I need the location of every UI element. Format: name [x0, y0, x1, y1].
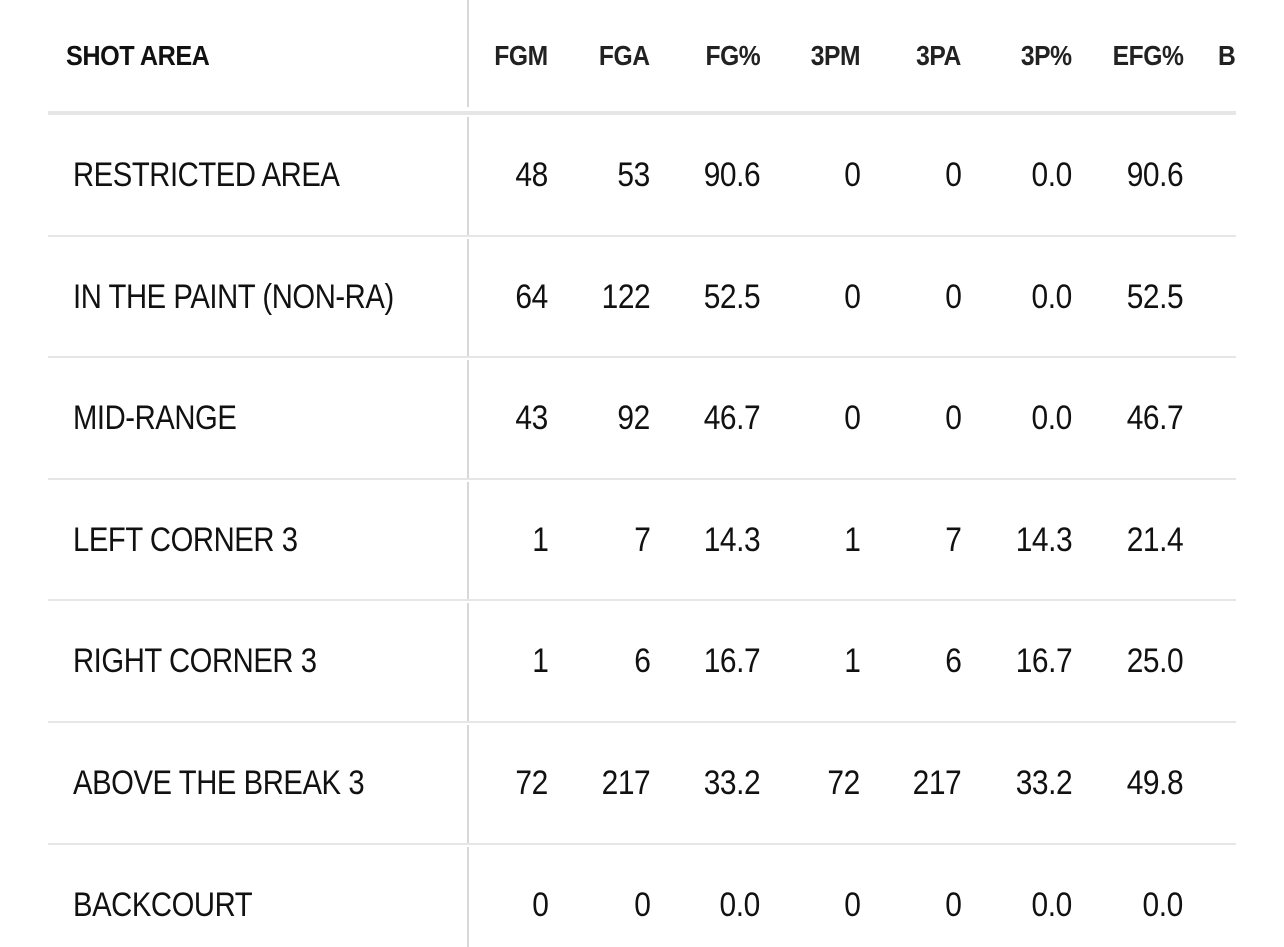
cell-fgm: 48 — [515, 155, 549, 194]
cell-3p-pct: 0.0 — [1031, 398, 1073, 437]
cell-efg-pct: 52.5 — [1126, 277, 1184, 316]
cell-fg-pct: 52.5 — [703, 277, 761, 316]
cell-3p-pct: 16.7 — [1015, 641, 1073, 680]
column-divider — [467, 239, 469, 357]
column-divider — [467, 847, 469, 947]
cell-3p-pct: 0.0 — [1031, 155, 1073, 194]
table-row: MID-RANGE 43 92 46.7 0 0 0.0 46.7 — [48, 356, 1236, 478]
cell-3pm: 1 — [843, 641, 861, 680]
shot-area-label: RIGHT CORNER 3 — [73, 641, 317, 680]
cell-fgm: 1 — [531, 520, 549, 559]
cell-3p-pct: 33.2 — [1015, 763, 1073, 802]
cell-3pa: 0 — [944, 277, 962, 316]
shot-area-label: MID-RANGE — [73, 398, 237, 437]
cell-3pa: 7 — [944, 520, 962, 559]
column-header-truncated[interactable]: B — [1218, 39, 1236, 71]
cell-fg-pct: 14.3 — [703, 520, 761, 559]
cell-fg-pct: 0.0 — [719, 885, 761, 924]
table-header-row: SHOT AREA FGM FGA FG% 3PM 3PA 3P% EFG% B — [48, 0, 1236, 113]
cell-fg-pct: 46.7 — [703, 398, 761, 437]
cell-efg-pct: 21.4 — [1126, 520, 1184, 559]
cell-3p-pct: 0.0 — [1031, 885, 1073, 924]
cell-3pm: 72 — [827, 763, 861, 802]
shot-area-table: SHOT AREA FGM FGA FG% 3PM 3PA 3P% EFG% B… — [48, 0, 1236, 947]
column-header-3pm[interactable]: 3PM — [810, 39, 861, 71]
column-header-fga[interactable]: FGA — [599, 39, 650, 71]
cell-fgm: 43 — [515, 398, 549, 437]
cell-3p-pct: 14.3 — [1015, 520, 1073, 559]
shot-area-label: IN THE PAINT (NON-RA) — [73, 277, 394, 316]
column-header-shot-area[interactable]: SHOT AREA — [66, 39, 210, 71]
cell-fga: 0 — [633, 885, 651, 924]
cell-fgm: 64 — [515, 277, 549, 316]
cell-fga: 122 — [601, 277, 650, 316]
cell-efg-pct: 25.0 — [1126, 641, 1184, 680]
table-row: ABOVE THE BREAK 3 72 217 33.2 72 217 33.2 49.8 — [48, 721, 1236, 843]
cell-fgm: 0 — [531, 885, 549, 924]
cell-efg-pct: 46.7 — [1126, 398, 1184, 437]
table-row: LEFT CORNER 3 1 7 14.3 1 7 14.3 21.4 — [48, 478, 1236, 600]
cell-3pm: 1 — [843, 520, 861, 559]
cell-3pm: 0 — [843, 277, 861, 316]
cell-3pa: 0 — [944, 885, 962, 924]
column-divider — [467, 360, 469, 478]
column-header-3p-pct[interactable]: 3P% — [1021, 39, 1072, 71]
cell-fg-pct: 33.2 — [703, 763, 761, 802]
shot-area-label: ABOVE THE BREAK 3 — [73, 763, 365, 802]
cell-fgm: 72 — [515, 763, 549, 802]
table-row: RIGHT CORNER 3 1 6 16.7 1 6 16.7 25.0 — [48, 599, 1236, 721]
table-row: BACKCOURT 0 0 0.0 0 0 0.0 0.0 — [48, 843, 1236, 947]
column-header-efg-pct[interactable]: EFG% — [1112, 39, 1183, 71]
table-row: RESTRICTED AREA 48 53 90.6 0 0 0.0 90.6 — [48, 113, 1236, 235]
shot-area-label: BACKCOURT — [73, 885, 253, 924]
shot-area-label: RESTRICTED AREA — [73, 155, 340, 194]
cell-efg-pct: 0.0 — [1142, 885, 1184, 924]
column-divider — [467, 725, 469, 843]
cell-fga: 217 — [601, 763, 650, 802]
cell-fgm: 1 — [531, 641, 549, 680]
column-header-fgm[interactable]: FGM — [494, 39, 549, 71]
column-divider — [467, 0, 469, 107]
column-header-3pa[interactable]: 3PA — [916, 39, 961, 71]
cell-3pa: 217 — [912, 763, 961, 802]
cell-3pm: 0 — [843, 398, 861, 437]
cell-fga: 92 — [617, 398, 651, 437]
column-divider — [467, 117, 469, 235]
column-divider — [467, 482, 469, 600]
cell-fga: 53 — [617, 155, 651, 194]
cell-3pa: 0 — [944, 155, 962, 194]
cell-3p-pct: 0.0 — [1031, 277, 1073, 316]
cell-fg-pct: 90.6 — [703, 155, 761, 194]
cell-3pa: 6 — [944, 641, 962, 680]
cell-efg-pct: 49.8 — [1126, 763, 1184, 802]
cell-efg-pct: 90.6 — [1126, 155, 1184, 194]
cell-3pm: 0 — [843, 885, 861, 924]
cell-fga: 6 — [633, 641, 651, 680]
cell-3pm: 0 — [843, 155, 861, 194]
column-divider — [467, 603, 469, 721]
column-header-fg-pct[interactable]: FG% — [705, 39, 760, 71]
table-row: IN THE PAINT (NON-RA) 64 122 52.5 0 0 0.0 52.5 — [48, 235, 1236, 357]
shot-area-label: LEFT CORNER 3 — [73, 520, 298, 559]
cell-fga: 7 — [633, 520, 651, 559]
cell-3pa: 0 — [944, 398, 962, 437]
cell-fg-pct: 16.7 — [703, 641, 761, 680]
